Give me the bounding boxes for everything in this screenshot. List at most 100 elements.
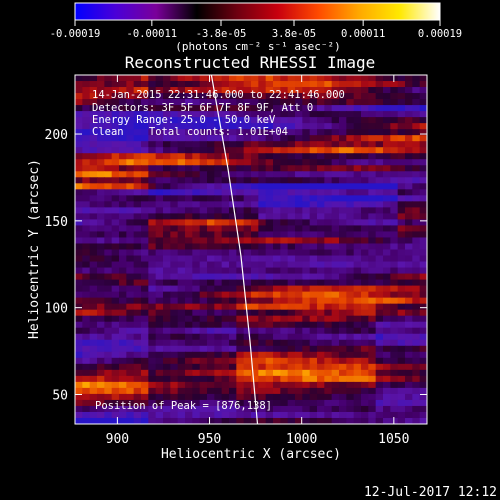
heatmap-cell (353, 291, 362, 299)
heatmap-cell (419, 105, 427, 112)
heatmap-cell (405, 261, 413, 269)
heatmap-cell (229, 81, 237, 88)
heatmap-cell (280, 351, 289, 359)
heatmap-cell (89, 165, 98, 172)
heatmap-cell (97, 357, 105, 365)
heatmap-cell (368, 213, 377, 221)
heatmap-cell (324, 357, 333, 365)
heatmap-cell (221, 195, 230, 202)
heatmap-cell (163, 123, 171, 130)
heatmap-cell (251, 177, 259, 184)
heatmap-cell (346, 285, 355, 293)
heatmap-cell (236, 201, 245, 208)
heatmap-cell (258, 207, 267, 214)
heatmap-cell (163, 405, 171, 413)
heatmap-cell (405, 159, 413, 166)
heatmap-cell (207, 417, 215, 424)
heatmap-cell (287, 375, 296, 383)
heatmap-cell (331, 411, 340, 419)
heatmap-cell (155, 261, 164, 269)
heatmap-cell (97, 393, 105, 401)
heatmap-cell (265, 321, 274, 329)
heatmap-cell (89, 321, 98, 329)
heatmap-cell (287, 255, 296, 263)
heatmap-cell (133, 189, 142, 196)
heatmap-cell (97, 273, 105, 281)
heatmap-cell (361, 339, 369, 347)
heatmap-cell (192, 237, 201, 245)
heatmap-cell (419, 261, 427, 269)
heatmap-cell (89, 129, 98, 136)
heatmap-cell (302, 345, 311, 353)
heatmap-cell (302, 333, 311, 341)
heatmap-cell (280, 141, 289, 148)
heatmap-cell (236, 387, 245, 395)
heatmap-cell (251, 129, 259, 136)
heatmap-cell (368, 135, 377, 142)
heatmap-cell (170, 195, 179, 202)
heatmap-cell (361, 117, 369, 124)
heatmap-cell (295, 213, 303, 221)
heatmap-cell (280, 297, 289, 305)
heatmap-cell (229, 183, 237, 190)
heatmap-cell (207, 273, 215, 281)
heatmap-cell (353, 345, 362, 353)
heatmap-cell (273, 279, 281, 287)
heatmap-cell (324, 183, 333, 190)
heatmap-cell (170, 207, 179, 214)
heatmap-cell (324, 375, 333, 383)
heatmap-cell (317, 309, 325, 317)
heatmap-cell (295, 297, 303, 305)
heatmap-cell (324, 411, 333, 419)
heatmap-cell (207, 351, 215, 359)
heatmap-cell (214, 393, 223, 401)
heatmap-cell (251, 201, 259, 208)
heatmap-cell (346, 411, 355, 419)
heatmap-cell (229, 225, 237, 233)
heatmap-cell (199, 357, 208, 365)
heatmap-cell (397, 375, 406, 383)
heatmap-cell (192, 111, 201, 118)
heatmap-cell (111, 225, 120, 233)
annotation-energy-range: Energy Range: 25.0 - 50.0 keV (92, 114, 276, 126)
heatmap-cell (221, 201, 230, 208)
heatmap-cell (331, 333, 340, 341)
heatmap-cell (82, 375, 91, 383)
heatmap-cell (397, 273, 406, 281)
heatmap-cell (419, 207, 427, 214)
heatmap-cell (221, 261, 230, 269)
heatmap-cell (148, 213, 157, 221)
heatmap-cell (104, 117, 113, 124)
heatmap-cell (236, 213, 245, 221)
heatmap-cell (265, 357, 274, 365)
heatmap-cell (273, 195, 281, 202)
heatmap-cell (126, 213, 135, 221)
heatmap-cell (412, 333, 421, 341)
heatmap-cell (89, 387, 98, 395)
heatmap-cell (397, 123, 406, 130)
heatmap-cell (309, 255, 318, 263)
heatmap-cell (111, 123, 120, 130)
heatmap-cell (361, 363, 369, 371)
heatmap-cell (273, 129, 281, 136)
heatmap-cell (295, 81, 303, 88)
heatmap-cell (119, 267, 127, 275)
heatmap-cell (148, 159, 157, 166)
heatmap-cell (353, 225, 362, 233)
heatmap-cell (192, 405, 201, 413)
heatmap-cell (331, 375, 340, 383)
heatmap-cell (207, 189, 215, 196)
heatmap-cell (397, 381, 406, 389)
heatmap-cell (163, 381, 171, 389)
heatmap-cell (265, 369, 274, 377)
heatmap-cell (192, 231, 201, 239)
heatmap-cell (251, 339, 259, 347)
heatmap-cell (324, 225, 333, 233)
heatmap-cell (273, 321, 281, 329)
heatmap-cell (111, 111, 120, 118)
heatmap-cell (331, 225, 340, 233)
heatmap-cell (324, 303, 333, 311)
heatmap-cell (89, 333, 98, 341)
heatmap-cell (353, 75, 362, 82)
heatmap-cell (339, 273, 347, 281)
